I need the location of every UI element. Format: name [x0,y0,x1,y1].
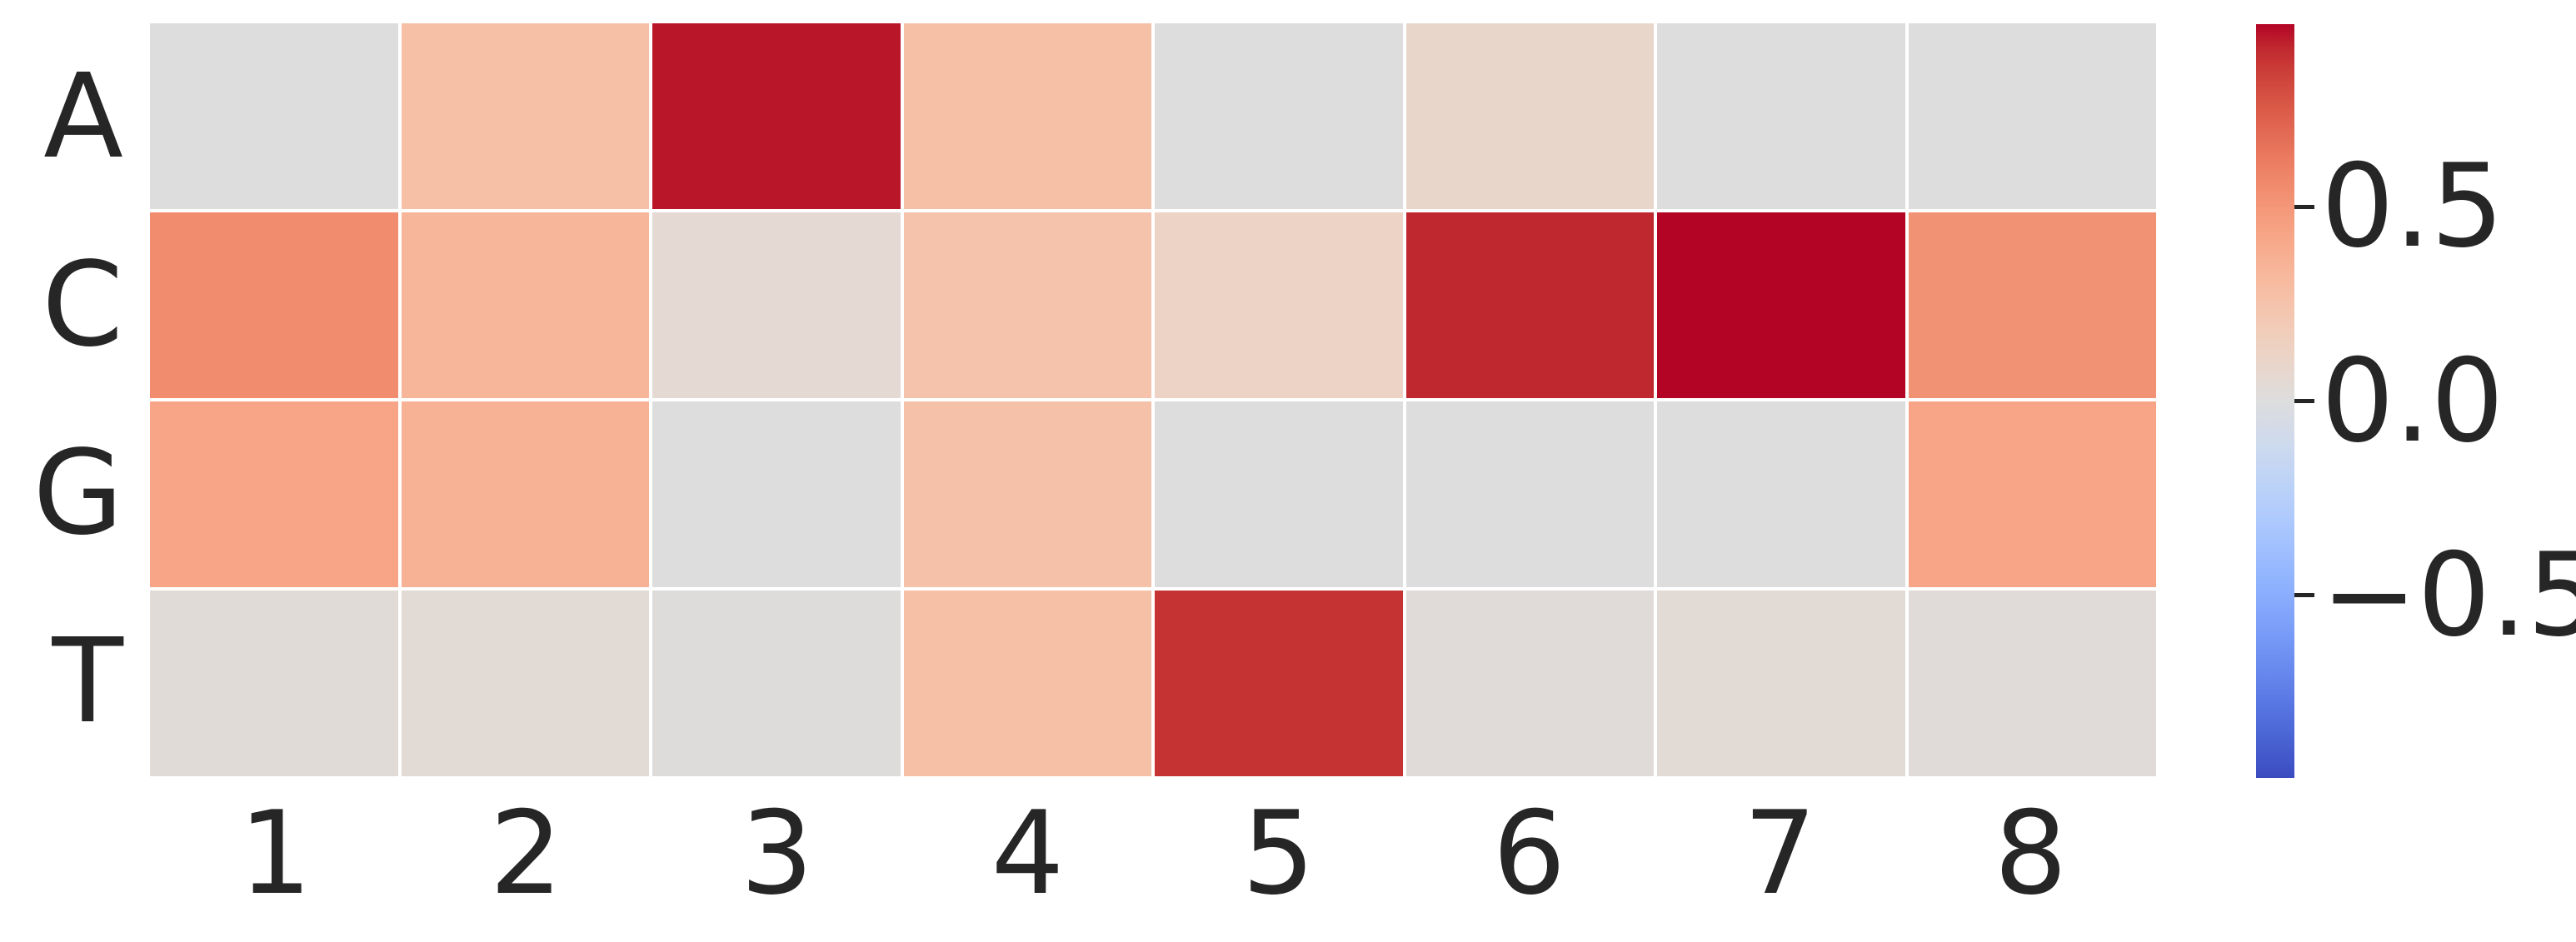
heatmap-cell-T3 [652,591,901,776]
heatmap-grid [150,23,2156,776]
x-tick-label-4: 4 [991,786,1065,920]
y-tick-label-C: C [42,237,123,373]
heatmap-cell-A2 [401,23,649,209]
heatmap-cell-A3 [652,23,901,209]
heatmap-cell-G8 [1908,401,2156,587]
heatmap-cell-A5 [1155,23,1403,209]
heatmap-cell-T7 [1657,591,1905,776]
heatmap-cell-C8 [1908,212,2156,398]
heatmap-cell-C6 [1405,212,1654,398]
heatmap-cell-T4 [903,591,1151,776]
colorbar-tick-label: 0.5 [2321,139,2504,274]
heatmap-cell-G3 [652,401,901,587]
heatmap-cell-A1 [150,23,398,209]
colorbar-tick-label: −0.5 [2321,527,2576,662]
heatmap-cell-G7 [1657,401,1905,587]
heatmap-cell-G4 [903,401,1151,587]
heatmap-cell-C5 [1155,212,1403,398]
x-tick-label-7: 7 [1743,786,1817,920]
heatmap-cell-A4 [903,23,1151,209]
heatmap-cell-A8 [1908,23,2156,209]
colorbar [2256,24,2294,778]
colorbar-tick-mark [2294,204,2314,209]
heatmap-cell-C3 [652,212,901,398]
colorbar-tick-mark [2294,399,2314,403]
heatmap-cell-T1 [150,591,398,776]
colorbar-tick-mark [2294,593,2314,598]
x-tick-label-6: 6 [1492,786,1566,920]
heatmap-cell-C7 [1657,212,1905,398]
colorbar-tick-label: 0.0 [2321,333,2504,468]
heatmap-cell-A6 [1405,23,1654,209]
heatmap-cell-T6 [1405,591,1654,776]
y-tick-label-A: A [43,49,123,185]
y-tick-label-G: G [32,426,124,561]
x-tick-label-5: 5 [1241,786,1315,920]
heatmap-cell-T2 [401,591,649,776]
x-tick-label-3: 3 [740,786,814,920]
x-tick-label-8: 8 [1994,786,2068,920]
heatmap-cell-T5 [1155,591,1403,776]
heatmap-cell-C4 [903,212,1151,398]
heatmap-cell-G5 [1155,401,1403,587]
heatmap-cell-A7 [1657,23,1905,209]
x-tick-label-2: 2 [489,786,563,920]
x-tick-label-1: 1 [238,786,312,920]
heatmap-cell-C1 [150,212,398,398]
y-tick-label-T: T [52,614,123,750]
heatmap-cell-G1 [150,401,398,587]
heatmap-cell-C2 [401,212,649,398]
heatmap-cell-G2 [401,401,649,587]
heatmap-cell-T8 [1908,591,2156,776]
heatmap-cell-G6 [1405,401,1654,587]
